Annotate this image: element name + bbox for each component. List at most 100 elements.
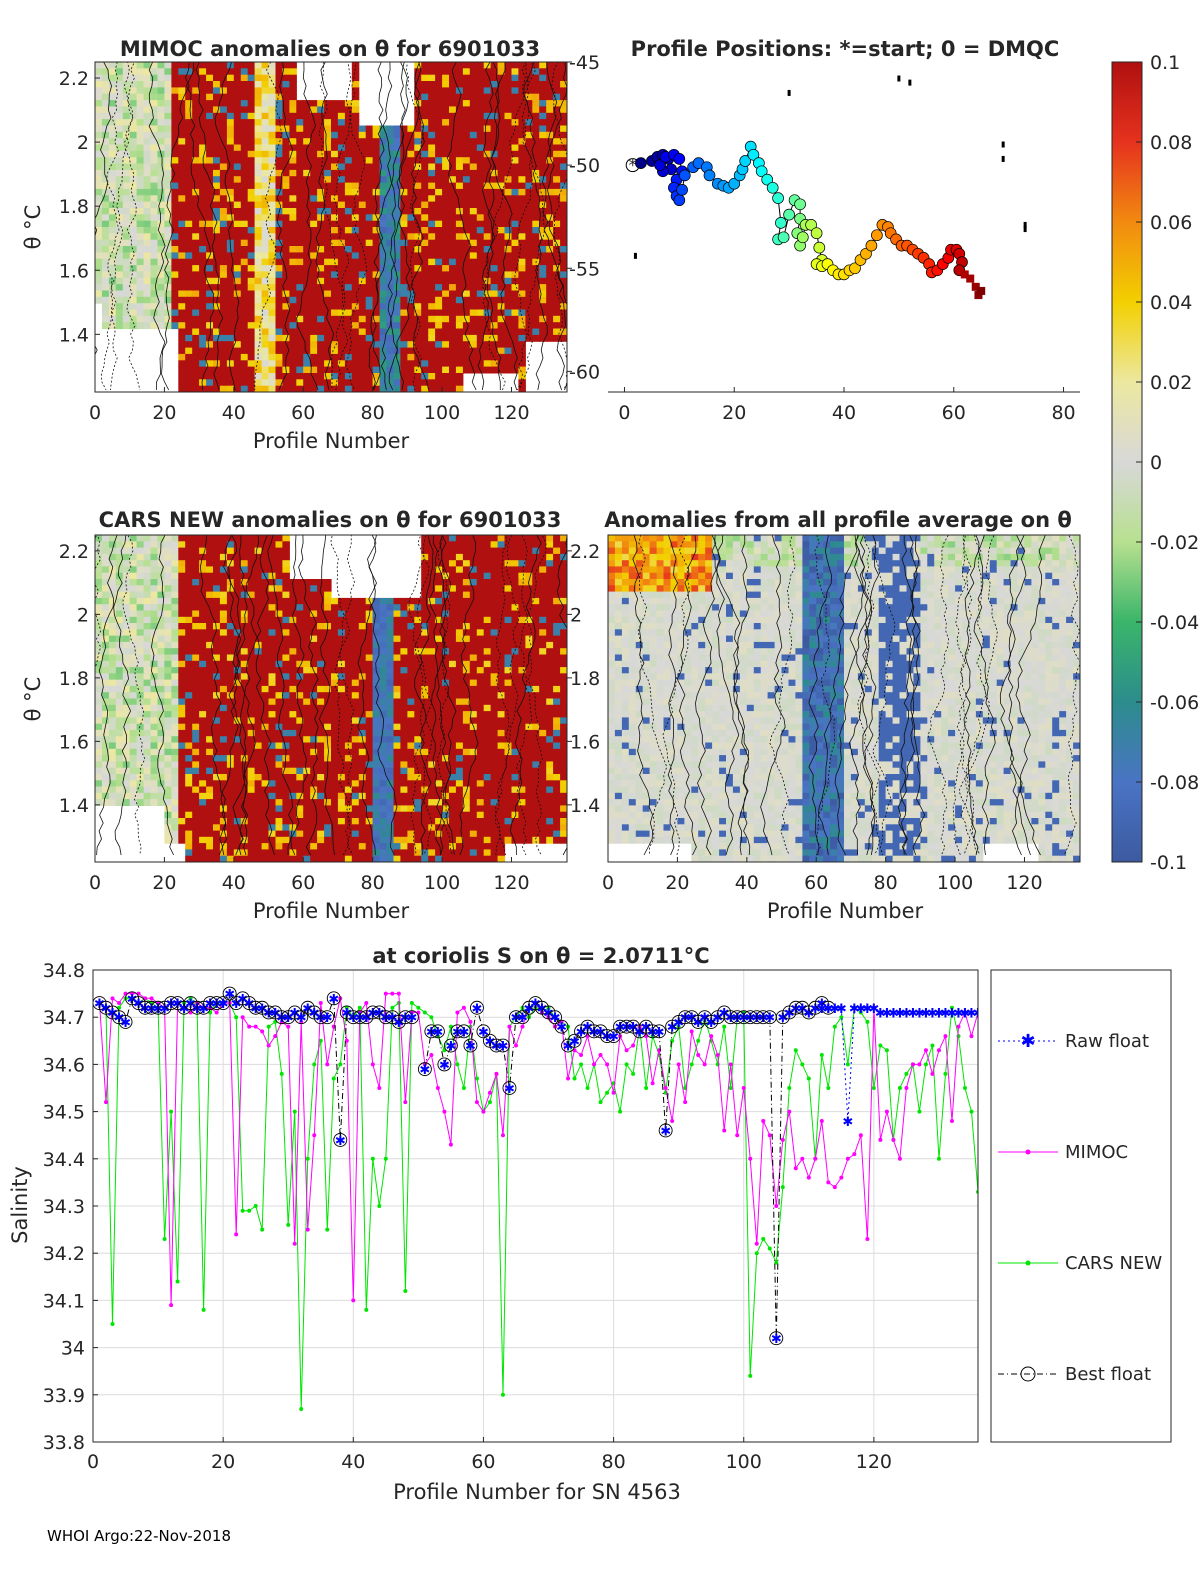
heatmap-cell <box>511 176 519 184</box>
heatmap-cell <box>136 654 145 662</box>
heatmap-cell <box>164 233 172 241</box>
heatmap-cell <box>178 341 186 349</box>
heatmap-cell <box>240 547 249 555</box>
heatmap-cell <box>324 144 332 152</box>
heatmap-cell <box>518 169 526 177</box>
heatmap-cell <box>289 119 297 126</box>
heatmap-cell <box>108 182 117 190</box>
heatmap-cell <box>213 629 221 637</box>
heatmap-cell <box>282 717 290 725</box>
heatmap-cell <box>261 660 270 668</box>
heatmap-cell <box>324 373 332 380</box>
heatmap-cell <box>150 131 158 139</box>
heatmap-cell <box>268 818 276 825</box>
heatmap-cell <box>442 208 450 215</box>
heatmap-cell <box>490 93 499 101</box>
heatmap-cell <box>129 641 138 649</box>
heatmap-cell <box>199 679 207 687</box>
heatmap-cell <box>206 265 214 272</box>
heatmap-cell <box>268 379 276 387</box>
profile-point <box>849 262 861 275</box>
heatmap-cell <box>296 679 304 687</box>
heatmap-cell <box>379 271 388 279</box>
heatmap-cell <box>553 214 561 222</box>
heatmap-cell <box>275 252 283 260</box>
heatmap-cell <box>226 125 235 133</box>
heatmap-cell <box>226 163 235 171</box>
heatmap-cell <box>115 315 124 323</box>
heatmap-cell <box>324 585 332 593</box>
heatmap-cell <box>337 373 346 380</box>
heatmap-cell <box>171 736 179 744</box>
heatmap-cell <box>407 277 415 285</box>
heatmap-cell <box>282 138 290 146</box>
heatmap-cell <box>261 541 270 549</box>
heatmap-cell <box>254 742 263 750</box>
heatmap-cell <box>504 169 512 177</box>
heatmap-cell <box>511 341 519 349</box>
heatmap-cell <box>324 131 332 139</box>
heatmap-cell <box>247 93 256 101</box>
heatmap-cell <box>226 353 235 361</box>
heatmap-cell <box>108 654 117 662</box>
heatmap-cell <box>164 227 172 234</box>
heatmap-cell <box>296 635 304 643</box>
heatmap-cell <box>282 660 290 668</box>
heatmap-cell <box>337 208 346 215</box>
heatmap-cell <box>282 163 290 171</box>
heatmap-cell <box>455 341 464 349</box>
heatmap-cell <box>185 353 193 361</box>
heatmap-cell <box>247 315 256 323</box>
heatmap-cell <box>185 818 193 825</box>
heatmap-cell <box>435 303 443 311</box>
heatmap-cell <box>282 799 290 806</box>
heatmap-cell <box>115 290 124 298</box>
heatmap-cell <box>206 711 214 718</box>
heatmap-cell <box>171 585 179 593</box>
heatmap-cell <box>344 176 353 184</box>
heatmap-cell <box>171 836 179 844</box>
heatmap-cell <box>462 328 471 336</box>
heatmap-cell <box>219 100 228 107</box>
heatmap-cell <box>393 353 401 361</box>
heatmap-cell <box>365 341 374 349</box>
heatmap-cell <box>331 341 339 349</box>
heatmap-cell <box>268 290 276 298</box>
heatmap-cell <box>219 830 228 838</box>
heatmap-cell <box>178 604 186 612</box>
heatmap-cell <box>490 201 499 209</box>
heatmap-cell <box>282 679 290 687</box>
heatmap-cell <box>462 265 471 272</box>
x-tick-label: 60 <box>942 402 966 424</box>
heatmap-cell <box>240 742 249 750</box>
heatmap-cell <box>421 87 429 95</box>
heatmap-cell <box>268 201 276 209</box>
heatmap-cell <box>247 604 256 612</box>
heatmap-cell <box>240 87 249 95</box>
heatmap-cell <box>490 220 499 228</box>
heatmap-cell <box>192 560 200 568</box>
heatmap-cell <box>206 353 214 361</box>
heatmap-cell <box>525 303 533 311</box>
heatmap-cell <box>199 227 207 234</box>
heatmap-cell <box>358 315 367 323</box>
heatmap-cell <box>317 106 325 114</box>
heatmap-cell <box>449 290 457 298</box>
heatmap-cell <box>421 195 429 203</box>
heatmap-cell <box>449 112 457 120</box>
heatmap-cell <box>178 315 186 323</box>
heatmap-cell <box>303 208 311 215</box>
heatmap-cell <box>150 717 158 725</box>
heatmap-cell <box>199 303 207 311</box>
heatmap-cell <box>289 252 297 260</box>
heatmap-cell <box>331 233 339 241</box>
profile-point <box>747 148 760 161</box>
heatmap-cell <box>296 220 304 228</box>
heatmap-cell <box>303 748 311 756</box>
heatmap-cell <box>129 87 138 95</box>
heatmap-cell <box>282 68 290 76</box>
heatmap-cell <box>282 673 290 681</box>
heatmap-cell <box>219 227 228 234</box>
heatmap-cell <box>240 100 249 107</box>
heatmap-cell <box>469 303 478 311</box>
